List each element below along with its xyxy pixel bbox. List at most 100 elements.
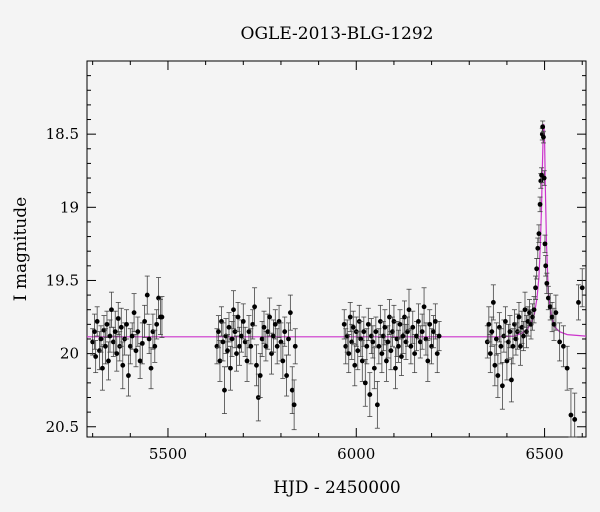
data-point: [252, 287, 258, 327]
data-point: [154, 309, 160, 340]
data-point: [120, 341, 126, 390]
data-point: [540, 130, 546, 144]
point-marker: [572, 417, 578, 422]
point-marker: [127, 343, 133, 349]
y-axis-label: I magnitude: [11, 197, 31, 301]
data-point: [549, 302, 555, 333]
data-point: [220, 322, 226, 362]
chart-title: OGLE-2013-BLG-1292: [241, 24, 434, 44]
point-marker: [510, 343, 516, 349]
point-marker: [376, 343, 382, 349]
point-marker: [220, 339, 226, 345]
x-tick-label: 5500: [149, 445, 187, 463]
data-point: [429, 328, 435, 365]
data-point: [352, 344, 358, 387]
point-marker: [425, 358, 431, 364]
point-marker: [129, 333, 135, 339]
x-tick-label: 6500: [525, 445, 563, 463]
data-point: [560, 325, 566, 368]
point-marker: [112, 329, 118, 335]
point-marker: [259, 336, 265, 342]
point-marker: [551, 321, 557, 327]
point-marker: [106, 358, 111, 364]
point-marker: [229, 336, 235, 342]
data-point: [520, 321, 526, 352]
point-marker: [252, 304, 257, 310]
data-point: [486, 306, 492, 343]
point-marker: [544, 280, 550, 286]
data-point: [371, 347, 377, 390]
data-point: [124, 309, 130, 340]
point-marker: [432, 319, 438, 324]
data-point: [536, 224, 542, 243]
data-point: [253, 344, 259, 387]
point-marker: [516, 314, 522, 320]
point-marker: [109, 307, 114, 313]
point-marker: [547, 304, 553, 310]
data-point: [282, 316, 288, 347]
point-marker: [531, 307, 537, 313]
point-marker: [419, 329, 425, 335]
data-point: [493, 322, 499, 356]
data-point: [436, 321, 442, 352]
point-marker: [543, 263, 549, 269]
point-marker: [396, 343, 401, 349]
point-marker: [434, 351, 440, 357]
data-point: [374, 381, 380, 429]
point-marker: [100, 365, 105, 371]
point-marker: [549, 314, 555, 320]
point-marker: [282, 329, 288, 335]
point-marker: [94, 319, 100, 324]
data-point: [105, 341, 111, 381]
data-point: [537, 196, 543, 213]
data-point: [93, 340, 99, 374]
data-point: [94, 306, 100, 337]
point-marker: [152, 343, 158, 349]
point-marker: [487, 351, 493, 357]
data-point: [152, 329, 158, 363]
data-point: [364, 328, 370, 365]
point-marker: [240, 319, 246, 324]
point-marker: [346, 351, 352, 357]
data-point: [217, 340, 223, 382]
data-point: [159, 296, 165, 338]
data-point: [377, 304, 383, 338]
data-point: [125, 354, 131, 397]
point-marker: [142, 319, 148, 324]
point-marker: [421, 304, 427, 310]
x-axis-label: HJD - 2450000: [273, 478, 401, 498]
point-marker: [347, 314, 353, 320]
point-marker: [518, 343, 523, 349]
data-point: [502, 306, 508, 337]
point-marker: [284, 373, 289, 378]
axis-tick-labels: 5500 6000 6500 18.5 19 19.5 20 20.5: [46, 125, 564, 463]
data-point: [137, 342, 143, 379]
data-point: [553, 294, 559, 331]
point-marker: [402, 314, 407, 320]
data-point: [543, 255, 549, 277]
data-point: [362, 359, 368, 407]
point-marker: [367, 392, 373, 397]
data-point: [274, 328, 280, 365]
data-point: [148, 347, 154, 390]
data-point: [391, 304, 397, 338]
point-marker: [225, 348, 230, 354]
y-tick-label: 20: [60, 345, 79, 363]
data-point: [490, 284, 496, 321]
point-marker: [579, 285, 585, 291]
point-marker: [133, 348, 139, 354]
x-tick-label: 6000: [337, 445, 375, 463]
point-marker: [131, 310, 137, 316]
data-point: [221, 366, 227, 414]
point-marker: [257, 373, 263, 378]
y-tick-label: 19.5: [46, 271, 79, 289]
point-marker: [414, 333, 419, 339]
data-point: [230, 290, 236, 330]
y-tick-label: 18.5: [46, 125, 79, 143]
data-point: [292, 328, 298, 365]
data-point: [229, 321, 235, 357]
data-point: [284, 354, 290, 397]
point-marker: [159, 314, 165, 320]
point-marker: [391, 319, 397, 324]
